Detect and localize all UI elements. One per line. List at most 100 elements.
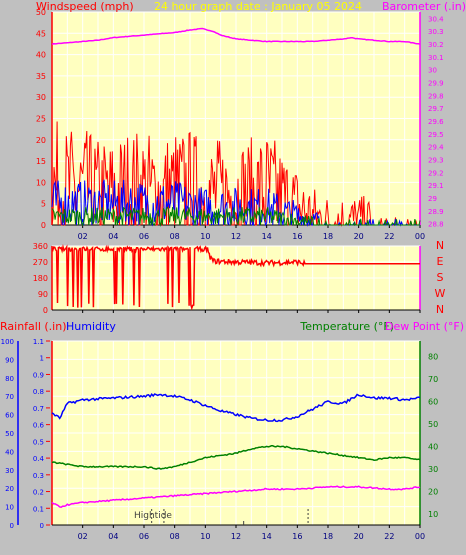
barometer-tick-label: 29.8 bbox=[428, 92, 444, 100]
barometer-tick-label: 29.7 bbox=[428, 105, 444, 113]
temperature-tick-label: 10 bbox=[428, 510, 438, 519]
temperature-line bbox=[51, 445, 421, 470]
rainfall-tick-label: 0.9 bbox=[33, 371, 44, 379]
rainfall-tick-label: 0.3 bbox=[33, 472, 44, 480]
humidity-tick-label: 50 bbox=[5, 430, 14, 438]
humidity-tick-label: 100 bbox=[1, 338, 14, 346]
barometer-tick-label: 29.3 bbox=[428, 157, 444, 165]
barometer-tick-label: 28.8 bbox=[428, 221, 444, 229]
barometer-tick-label: 30.2 bbox=[428, 41, 444, 49]
barometer-tick-label: 30 bbox=[428, 67, 437, 75]
humidity-axis-title: Humidity bbox=[66, 320, 116, 333]
windspeed-tick-label: 40 bbox=[36, 51, 46, 60]
rainfall-tick-label: 1.1 bbox=[33, 338, 44, 346]
windspeed-tick-label: 10 bbox=[36, 178, 46, 187]
windspeed-tick-label: 15 bbox=[36, 157, 46, 166]
compass-label: N bbox=[436, 303, 444, 316]
x-tick-label: 22 bbox=[384, 532, 394, 541]
windspeed-tick-label: 25 bbox=[36, 115, 46, 124]
gridlines bbox=[52, 11, 420, 526]
windspeed-tick-label: 45 bbox=[36, 29, 46, 38]
x-tick-label: 00 bbox=[415, 532, 425, 541]
x-tick-label: 18 bbox=[323, 532, 333, 541]
humidity-tick-label: 90 bbox=[5, 356, 14, 364]
x-tick-label: 20 bbox=[354, 532, 364, 541]
barometer-tick-label: 29.4 bbox=[428, 144, 444, 152]
temperature-tick-label: 60 bbox=[428, 398, 438, 407]
x-tick-label: 06 bbox=[139, 232, 149, 241]
temperature-tick-label: 80 bbox=[428, 353, 438, 362]
x-tick-label: 02 bbox=[78, 232, 88, 241]
rainfall-tick-label: 0.7 bbox=[33, 405, 44, 413]
humidity-tick-label: 70 bbox=[5, 393, 14, 401]
x-tick-label: 10 bbox=[200, 532, 210, 541]
x-tick-label: 16 bbox=[292, 232, 302, 241]
temperature-tick-label: 30 bbox=[428, 465, 438, 474]
humidity-tick-label: 0 bbox=[10, 522, 14, 530]
windspeed-tick-label: 5 bbox=[41, 200, 46, 209]
windspeed-tick-label: 30 bbox=[36, 93, 46, 102]
barometer-tick-label: 28.9 bbox=[428, 208, 444, 216]
direction-tick-label: 180 bbox=[33, 274, 48, 283]
rainfall-tick-label: 0 bbox=[40, 522, 44, 530]
x-tick-label: 02 bbox=[78, 532, 88, 541]
temperature-tick-label: 20 bbox=[428, 487, 438, 496]
barometer-tick-label: 29.5 bbox=[428, 131, 444, 139]
windspeed-tick-label: 50 bbox=[36, 8, 46, 17]
barometer-tick-label: 29.2 bbox=[428, 169, 444, 177]
rainfall-tick-label: 0.2 bbox=[33, 489, 44, 497]
compass-label: N bbox=[436, 239, 444, 252]
x-tick-label: 08 bbox=[170, 232, 180, 241]
wind-direction-line bbox=[51, 244, 420, 311]
direction-tick-label: 270 bbox=[33, 258, 48, 267]
temperature-tick-label: 50 bbox=[428, 420, 438, 429]
compass-label: W bbox=[435, 287, 446, 300]
humidity-tick-label: 20 bbox=[5, 485, 14, 493]
x-tick-label: 12 bbox=[231, 532, 241, 541]
windspeed-tick-label: 20 bbox=[36, 136, 46, 145]
windspeed-tick-label: 0 bbox=[41, 221, 46, 230]
x-tick-label: 22 bbox=[384, 232, 394, 241]
temperature-tick-label: 70 bbox=[428, 375, 438, 384]
windspeed-line bbox=[51, 121, 420, 227]
rainfall-tick-label: 0.6 bbox=[33, 422, 45, 430]
direction-tick-label: 0 bbox=[43, 306, 48, 315]
x-tick-label: 04 bbox=[108, 532, 118, 541]
barometer-tick-label: 29.6 bbox=[428, 118, 444, 126]
humidity-line bbox=[51, 392, 421, 423]
x-tick-label: 00 bbox=[415, 232, 425, 241]
x-tick-label: 10 bbox=[200, 232, 210, 241]
humidity-tick-label: 60 bbox=[5, 412, 14, 420]
x-tick-label: 20 bbox=[354, 232, 364, 241]
humidity-tick-label: 40 bbox=[5, 448, 14, 456]
x-tick-label: 06 bbox=[139, 532, 149, 541]
axes bbox=[17, 12, 421, 528]
barometer-tick-label: 29 bbox=[428, 195, 437, 203]
x-tick-label: 14 bbox=[262, 232, 272, 241]
x-tick-label: 12 bbox=[231, 232, 241, 241]
windspeed-axis-title: Windspeed (mph) bbox=[36, 0, 134, 13]
x-tick-label: 14 bbox=[262, 532, 272, 541]
rainfall-tick-label: 0.4 bbox=[33, 455, 45, 463]
dewpoint-line bbox=[51, 485, 421, 509]
rainfall-tick-label: 0.1 bbox=[33, 505, 44, 513]
humidity-tick-label: 10 bbox=[5, 504, 14, 512]
dewpoint-axis-title: Dew Point (°F) bbox=[385, 320, 464, 333]
barometer-tick-label: 30.1 bbox=[428, 54, 444, 62]
rainfall-tick-label: 1 bbox=[40, 355, 44, 363]
direction-tick-label: 90 bbox=[38, 290, 48, 299]
rainfall-tick-label: 0.8 bbox=[33, 388, 44, 396]
barometer-tick-label: 30.3 bbox=[428, 28, 444, 36]
temperature-axis-title: Temperature (°F) bbox=[299, 320, 394, 333]
rainfall-axis-title: Rainfall (.in) bbox=[0, 320, 67, 333]
compass-label: E bbox=[437, 255, 444, 268]
barometer-tick-label: 29.9 bbox=[428, 80, 444, 88]
rainfall-tick-label: 0.5 bbox=[33, 438, 44, 446]
barometer-axis-title: Barometer (.in) bbox=[382, 0, 466, 13]
hightide-label: Hightide bbox=[134, 511, 172, 521]
humidity-tick-label: 80 bbox=[5, 375, 14, 383]
barometer-line bbox=[51, 27, 421, 45]
x-tick-label: 16 bbox=[292, 532, 302, 541]
